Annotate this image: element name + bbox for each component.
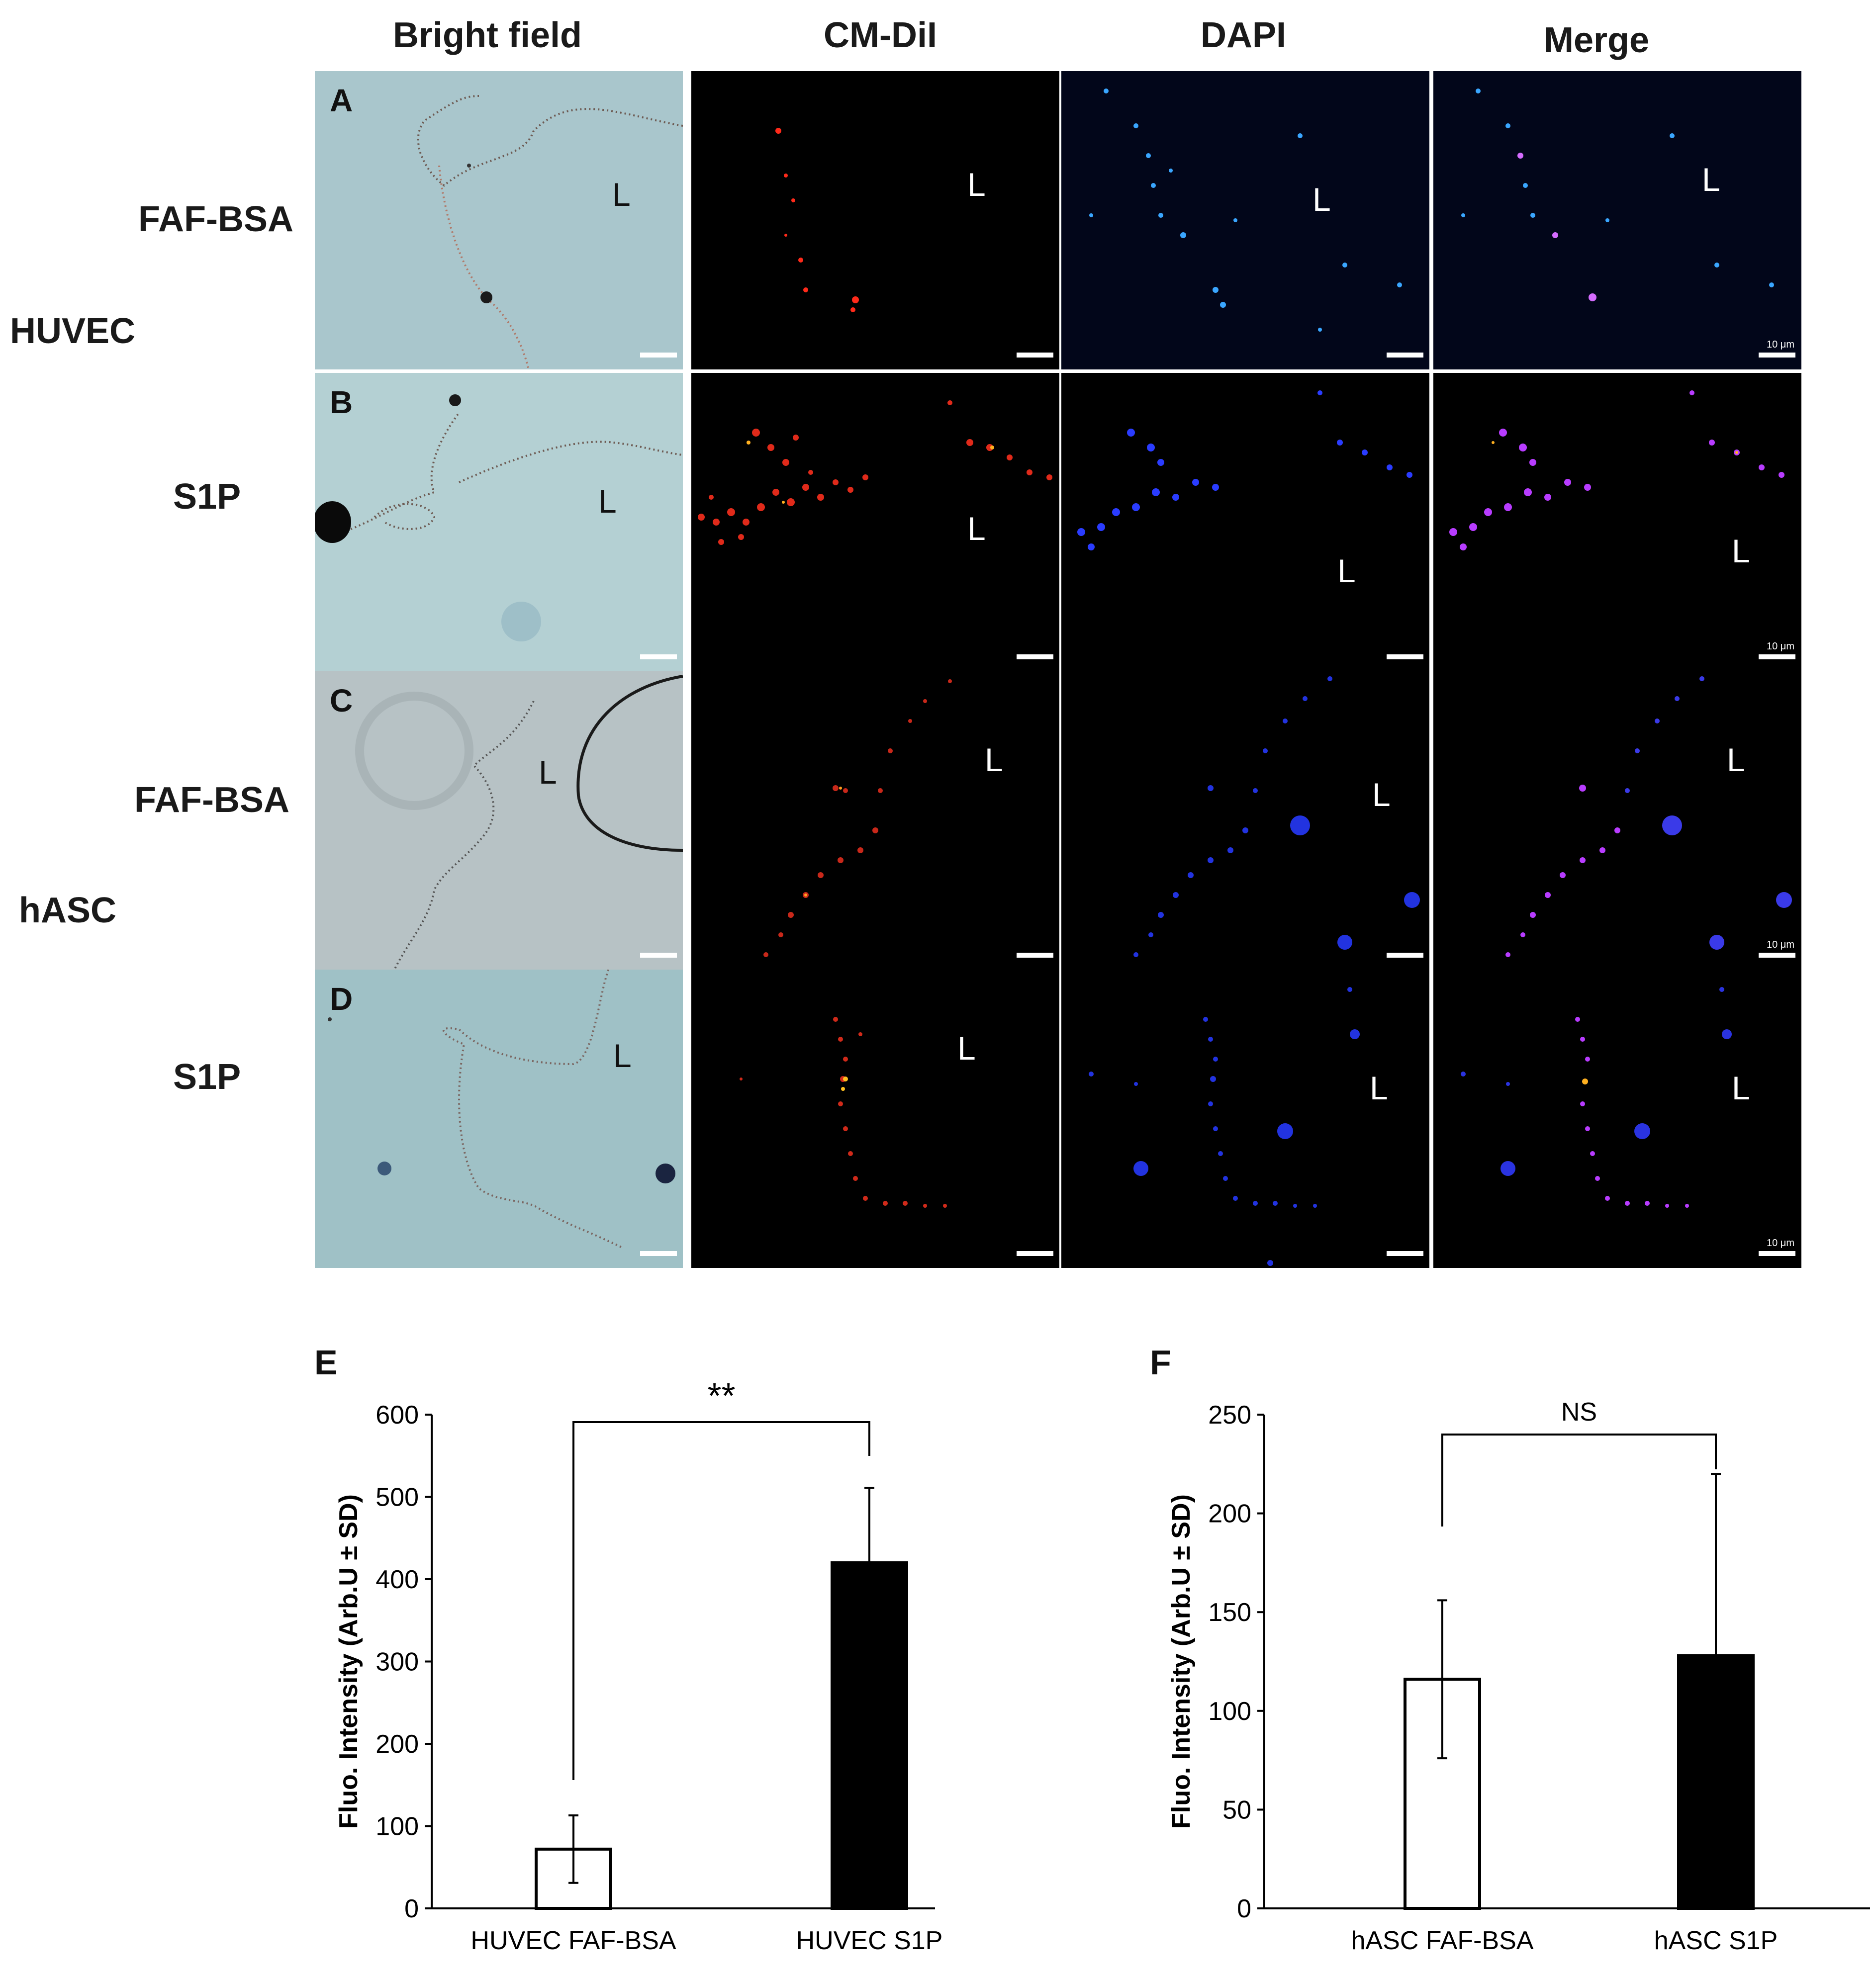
lumen-label: L <box>967 510 986 547</box>
lumen-label: L <box>598 483 617 520</box>
lumen-label: L <box>1727 741 1745 778</box>
panel-d-dapi: L <box>1061 970 1429 1268</box>
y-tick-label: 200 <box>375 1730 419 1759</box>
y-tick-label: 150 <box>1208 1598 1251 1627</box>
x-category-label: hASC FAF-BSA <box>1351 1926 1534 1955</box>
panel-b-dapi: L <box>1061 373 1429 671</box>
panel-c-cm-dil: L <box>691 671 1059 970</box>
cell-line-label-hasc: hASC <box>19 891 116 930</box>
x-category-label: HUVEC S1P <box>796 1926 943 1955</box>
panel-letter-b: B <box>330 384 353 420</box>
row-label-b-treatment: S1P <box>173 477 241 517</box>
significance-label: ** <box>707 1376 735 1416</box>
panel-letter-a: A <box>330 83 353 118</box>
lumen-label: L <box>613 1037 632 1074</box>
chart-letter-f: F <box>1150 1343 1171 1382</box>
lumen-label: L <box>539 754 557 791</box>
panel-b-merge: L 10 μm <box>1433 373 1801 671</box>
scale-bar <box>1387 654 1423 659</box>
scale-label: 10 μm <box>1767 641 1794 652</box>
scale-bar <box>640 654 677 659</box>
column-header-bright-field: Bright field <box>393 15 582 55</box>
panel-b-cm-dil: L <box>691 373 1059 671</box>
y-tick-label: 100 <box>1208 1697 1251 1726</box>
panel-d-merge: L 10 μm <box>1433 970 1801 1268</box>
panel-letter-d: D <box>330 981 353 1017</box>
column-header-cm-dil: CM-DiI <box>824 15 937 55</box>
significance-bracket <box>572 1421 870 1780</box>
y-tick-label: 500 <box>375 1483 419 1512</box>
lumen-label: L <box>957 1030 976 1067</box>
scale-bar <box>1017 953 1053 958</box>
lumen-label: L <box>612 176 631 213</box>
panel-a-dapi: L <box>1061 71 1429 369</box>
cell-line-label-huvec: HUVEC <box>10 311 136 351</box>
panel-c-bright-field: C L <box>315 671 683 970</box>
x-category-label: HUVEC FAF-BSA <box>470 1926 676 1955</box>
y-tick-label: 300 <box>375 1648 419 1677</box>
panel-b-bright-field: B L <box>315 373 683 671</box>
scale-bar <box>1759 353 1795 358</box>
y-tick-label: 400 <box>375 1565 419 1594</box>
row-label-c-treatment: FAF-BSA <box>134 780 289 820</box>
lumen-label: L <box>1313 181 1331 218</box>
significance-bracket <box>1441 1434 1717 1527</box>
scale-bar <box>1387 353 1423 358</box>
scale-bar <box>1387 953 1423 958</box>
scale-bar <box>1759 953 1795 958</box>
scale-label: 10 μm <box>1767 339 1794 350</box>
scale-label: 10 μm <box>1767 939 1794 950</box>
scale-bar <box>640 953 677 958</box>
x-category-label: hASC S1P <box>1654 1926 1778 1955</box>
y-tick-label: 250 <box>1208 1401 1251 1430</box>
panel-a-merge: L 10 μm <box>1433 71 1801 369</box>
column-header-merge: Merge <box>1543 20 1650 60</box>
scale-bar <box>640 1251 677 1256</box>
lumen-label: L <box>1732 1070 1750 1106</box>
panel-c-merge: L 10 μm <box>1433 671 1801 970</box>
column-header-dapi: DAPI <box>1200 15 1287 55</box>
scale-bar <box>1387 1251 1423 1256</box>
lumen-label: L <box>967 166 986 203</box>
chart-f: 0 50 100 150 200 250 Fluo. Intensity (Arb.U ± … <box>1167 1398 1870 1955</box>
panel-a-bright-field: A L <box>315 71 683 369</box>
lumen-label: L <box>1702 161 1720 198</box>
y-axis-label: Fluo. Intensity (Arb.U ± SD) <box>334 1494 363 1829</box>
y-tick-label: 0 <box>1237 1894 1251 1923</box>
scale-bar <box>1759 1251 1795 1256</box>
panel-a-cm-dil: L <box>691 71 1059 369</box>
y-tick-label: 50 <box>1222 1796 1251 1824</box>
chart-letter-e: E <box>314 1343 338 1382</box>
lumen-label: L <box>1370 1070 1388 1106</box>
y-tick-label: 100 <box>375 1812 419 1841</box>
lumen-label: L <box>1337 552 1356 589</box>
lumen-label: L <box>1372 776 1391 813</box>
panel-c-dapi: L <box>1061 671 1429 970</box>
y-tick-label: 0 <box>404 1894 419 1923</box>
lumen-label: L <box>985 741 1003 778</box>
panel-letter-c: C <box>330 683 353 719</box>
row-label-d-treatment: S1P <box>173 1057 241 1097</box>
y-axis-label: Fluo. Intensity (Arb.U ± SD) <box>1167 1494 1196 1829</box>
scale-bar <box>640 353 677 358</box>
panel-d-bright-field: D L <box>315 970 683 1268</box>
panel-d-cm-dil: L <box>691 970 1059 1268</box>
y-tick-label: 600 <box>375 1401 419 1430</box>
row-label-a-treatment: FAF-BSA <box>138 199 293 239</box>
y-tick-label: 200 <box>1208 1500 1251 1528</box>
scale-bar <box>1017 353 1053 358</box>
scale-bar <box>1017 1251 1053 1256</box>
lumen-label: L <box>1732 533 1750 569</box>
significance-label: NS <box>1561 1398 1597 1427</box>
chart-e: 0 100 200 300 400 500 600 Fluo. Intensity (Arb.… <box>334 1376 943 1955</box>
scale-bar <box>1759 654 1795 659</box>
scale-label: 10 μm <box>1767 1238 1794 1249</box>
scale-bar <box>1017 654 1053 659</box>
